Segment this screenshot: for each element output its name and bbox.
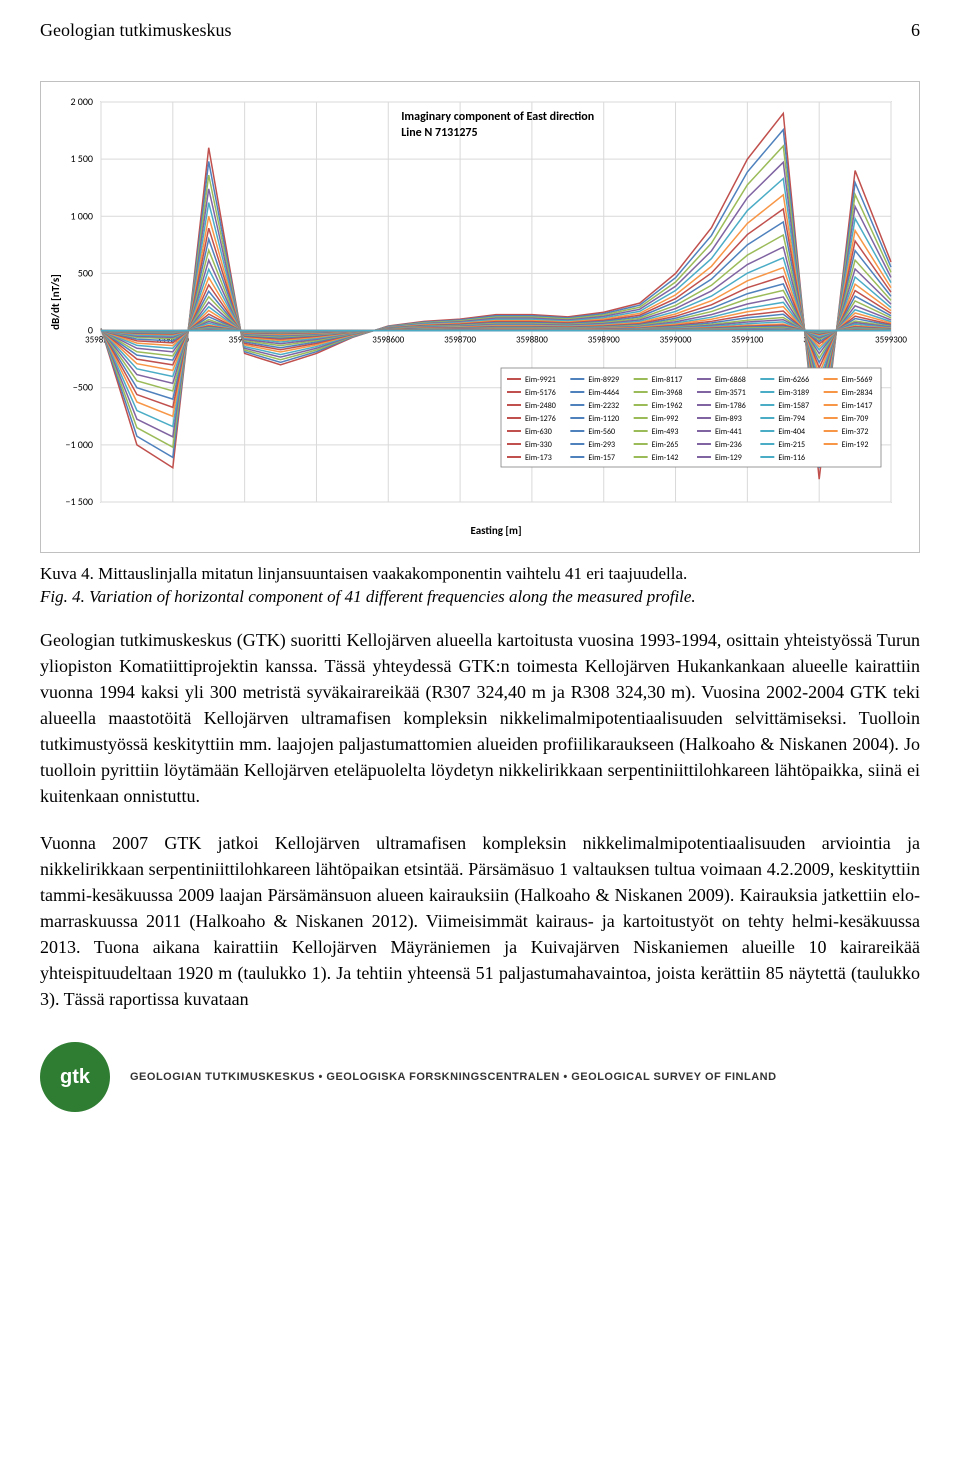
svg-text:Eim-6266: Eim-6266 xyxy=(778,375,809,385)
svg-text:Eim-142: Eim-142 xyxy=(652,453,679,463)
svg-text:1 500: 1 500 xyxy=(70,152,93,165)
svg-text:Eim-441: Eim-441 xyxy=(715,427,742,437)
svg-text:Eim-215: Eim-215 xyxy=(778,440,805,450)
svg-text:3598600: 3598600 xyxy=(372,335,404,346)
svg-text:Eim-1417: Eim-1417 xyxy=(842,401,873,411)
svg-text:Eim-330: Eim-330 xyxy=(525,440,552,450)
svg-text:Eim-116: Eim-116 xyxy=(778,453,805,463)
svg-text:Eim-9921: Eim-9921 xyxy=(525,375,556,385)
paragraph-1: Geologian tutkimuskeskus (GTK) suoritti … xyxy=(40,627,920,810)
svg-text:Eim-3571: Eim-3571 xyxy=(715,388,746,398)
svg-text:Eim-893: Eim-893 xyxy=(715,414,742,424)
svg-text:Eim-2232: Eim-2232 xyxy=(588,401,619,411)
figure-caption: Kuva 4. Mittauslinjalla mitatun linjansu… xyxy=(40,563,920,609)
svg-text:Eim-1786: Eim-1786 xyxy=(715,401,746,411)
svg-text:Eim-372: Eim-372 xyxy=(842,427,869,437)
svg-text:Eim-1587: Eim-1587 xyxy=(778,401,809,411)
svg-text:3599300: 3599300 xyxy=(875,335,907,346)
svg-text:2 000: 2 000 xyxy=(70,95,93,108)
svg-text:dB/dt [nT/s]: dB/dt [nT/s] xyxy=(49,274,62,330)
svg-text:Eim-404: Eim-404 xyxy=(778,427,805,437)
svg-text:Easting [m]: Easting [m] xyxy=(470,524,521,537)
svg-text:Eim-6868: Eim-6868 xyxy=(715,375,746,385)
svg-text:Eim-709: Eim-709 xyxy=(842,414,869,424)
svg-text:Eim-1120: Eim-1120 xyxy=(588,414,619,424)
svg-text:Eim-560: Eim-560 xyxy=(588,427,615,437)
svg-text:Eim-2480: Eim-2480 xyxy=(525,401,556,411)
svg-text:3598700: 3598700 xyxy=(444,335,476,346)
svg-text:Eim-3189: Eim-3189 xyxy=(778,388,809,398)
svg-text:1 000: 1 000 xyxy=(70,209,93,222)
header-left: Geologian tutkimuskeskus xyxy=(40,20,232,41)
svg-text:Eim-5669: Eim-5669 xyxy=(842,375,873,385)
paragraph-2: Vuonna 2007 GTK jatkoi Kellojärven ultra… xyxy=(40,830,920,1013)
svg-text:Eim-173: Eim-173 xyxy=(525,453,552,463)
svg-text:Eim-5176: Eim-5176 xyxy=(525,388,556,398)
svg-text:−500: −500 xyxy=(73,381,93,394)
svg-text:Line N 7131275: Line N 7131275 xyxy=(401,126,477,140)
svg-text:Eim-794: Eim-794 xyxy=(778,414,805,424)
svg-text:3598800: 3598800 xyxy=(516,335,548,346)
svg-text:3598900: 3598900 xyxy=(588,335,620,346)
svg-text:Eim-293: Eim-293 xyxy=(588,440,615,450)
svg-text:3599100: 3599100 xyxy=(731,335,763,346)
caption-fi: Kuva 4. Mittauslinjalla mitatun linjansu… xyxy=(40,563,920,586)
svg-text:Eim-1962: Eim-1962 xyxy=(652,401,683,411)
svg-text:Eim-129: Eim-129 xyxy=(715,453,742,463)
svg-text:Eim-1276: Eim-1276 xyxy=(525,414,556,424)
svg-text:−1 000: −1 000 xyxy=(65,438,93,451)
chart-svg: −1 500−1 000−50005001 0001 5002 00035982… xyxy=(41,82,911,552)
svg-text:−1 500: −1 500 xyxy=(65,495,93,508)
svg-text:Eim-265: Eim-265 xyxy=(652,440,679,450)
svg-text:Eim-192: Eim-192 xyxy=(842,440,869,450)
svg-text:Eim-3968: Eim-3968 xyxy=(652,388,683,398)
svg-text:Eim-992: Eim-992 xyxy=(652,414,679,424)
footer-text: GEOLOGIAN TUTKIMUSKESKUS • GEOLOGISKA FO… xyxy=(130,1071,777,1083)
line-chart: −1 500−1 000−50005001 0001 5002 00035982… xyxy=(40,81,920,553)
page-header: Geologian tutkimuskeskus 6 xyxy=(40,20,920,41)
svg-text:Eim-236: Eim-236 xyxy=(715,440,742,450)
svg-text:Eim-493: Eim-493 xyxy=(652,427,679,437)
caption-en: Fig. 4. Variation of horizontal componen… xyxy=(40,586,920,609)
svg-text:Eim-8117: Eim-8117 xyxy=(652,375,683,385)
page-footer: gtk GEOLOGIAN TUTKIMUSKESKUS • GEOLOGISK… xyxy=(40,1042,920,1112)
svg-text:Eim-157: Eim-157 xyxy=(588,453,615,463)
header-right: 6 xyxy=(911,20,920,41)
svg-text:Eim-4464: Eim-4464 xyxy=(588,388,619,398)
svg-text:Eim-8929: Eim-8929 xyxy=(588,375,619,385)
gtk-logo-icon: gtk xyxy=(40,1042,110,1112)
svg-text:Eim-630: Eim-630 xyxy=(525,427,552,437)
svg-text:Eim-2834: Eim-2834 xyxy=(842,388,873,398)
svg-text:Imaginary component of East di: Imaginary component of East direction xyxy=(401,110,594,124)
svg-text:3599000: 3599000 xyxy=(660,335,692,346)
svg-text:500: 500 xyxy=(78,266,93,279)
